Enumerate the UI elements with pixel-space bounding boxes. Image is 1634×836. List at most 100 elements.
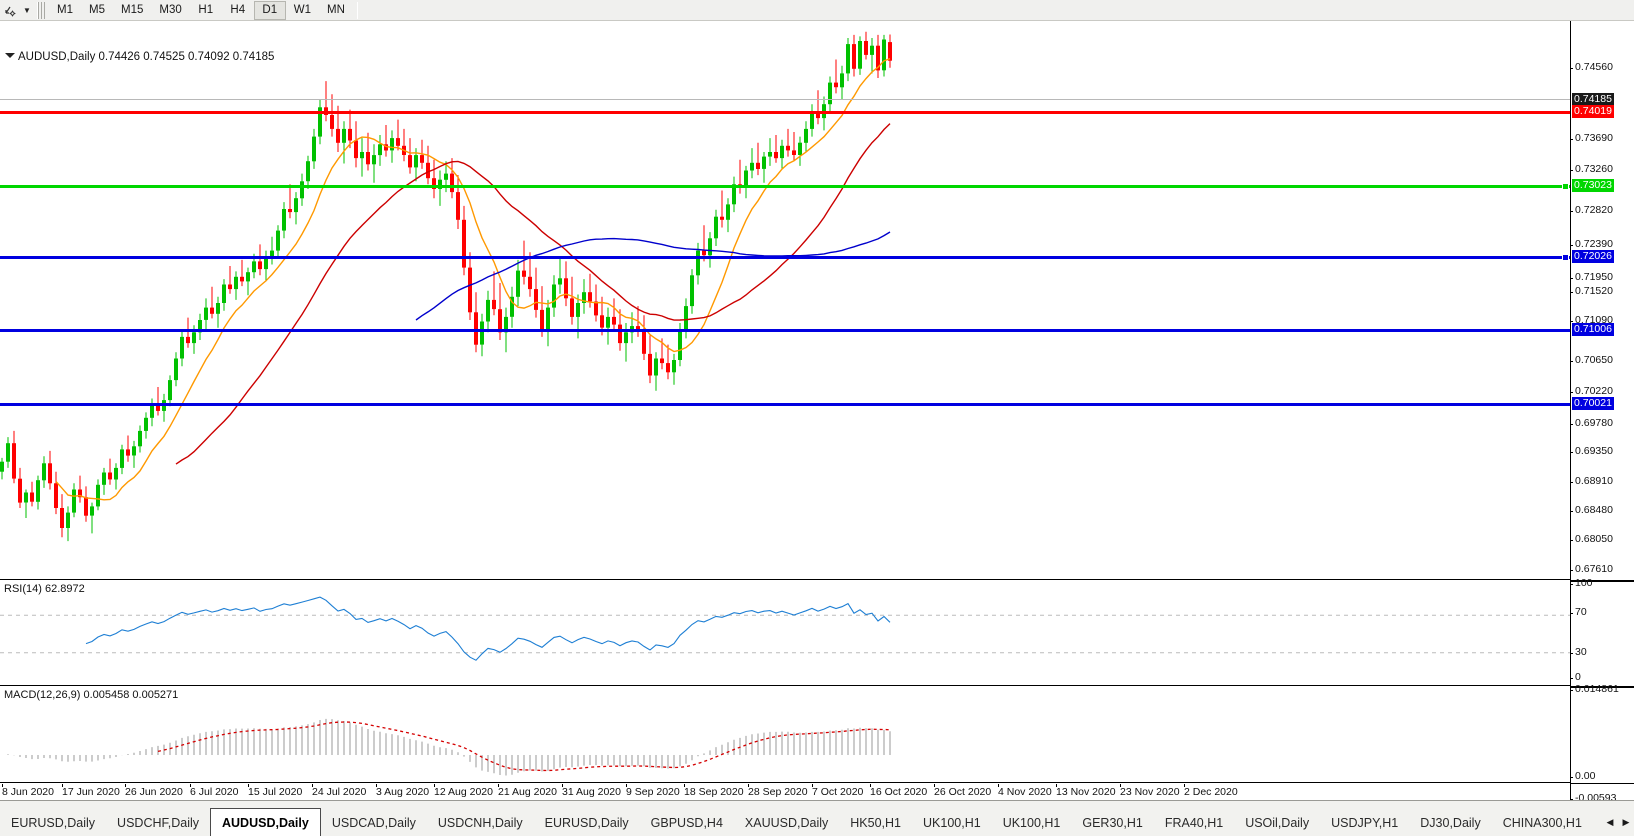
- chart-tab-usoil-daily[interactable]: USOil,Daily: [1245, 816, 1310, 830]
- rsi-plot: [0, 596, 1570, 661]
- time-tick: [190, 784, 191, 787]
- time-tick-label: 4 Nov 2020: [998, 786, 1052, 798]
- chevron-down-icon[interactable]: ▼: [23, 5, 31, 15]
- time-tick: [62, 784, 63, 787]
- chart-tab-usoil-h[interactable]: USOil,H: [1593, 809, 1602, 836]
- price-tag[interactable]: 0.74019: [1572, 105, 1614, 118]
- timeframe-w1[interactable]: W1: [293, 4, 311, 16]
- top-toolbar: ▼ M1 M5 M15 M30 H1 H4 D1 W1 MN: [0, 0, 1634, 21]
- price-tag[interactable]: 0.73023: [1572, 179, 1614, 192]
- price-tick-label: 0.71520: [1575, 285, 1613, 297]
- crosshair-cursor-icon[interactable]: [0, 1, 20, 20]
- timeframe-h4[interactable]: H4: [230, 4, 246, 16]
- chart-tab-uk100-h1[interactable]: UK100,H1: [923, 816, 981, 830]
- price-tag[interactable]: 0.71006: [1572, 323, 1614, 336]
- price-tag[interactable]: 0.70021: [1572, 397, 1614, 410]
- chart-tab-usdjpy-h1[interactable]: USDJPY,H1: [1331, 816, 1399, 830]
- level-handle-support-blue-1[interactable]: [1562, 254, 1569, 261]
- timeframe-buttons: M1 M5 M15 M30 H1 H4 D1 W1 MN: [49, 0, 353, 21]
- timeframe-m15[interactable]: M15: [121, 4, 144, 16]
- time-tick-label: 8 Jun 2020: [2, 786, 54, 798]
- chart-area[interactable]: AUDUSD,Daily 0.74426 0.74525 0.74092 0.7…: [0, 21, 1634, 804]
- chart-tab-gbpusd-h4[interactable]: GBPUSD,H4: [650, 816, 723, 830]
- chart-tab-audusd-daily[interactable]: AUDUSD,Daily: [210, 808, 321, 836]
- timeframe-mn[interactable]: MN: [327, 4, 345, 16]
- scale-separator: [1571, 581, 1634, 582]
- level-line-support-green[interactable]: [0, 185, 1570, 188]
- level-line-current-price[interactable]: [0, 99, 1570, 100]
- macd-plot: [7, 718, 891, 776]
- price-tick-label: 0.67610: [1575, 563, 1613, 575]
- timeframe-m1[interactable]: M1: [57, 4, 73, 16]
- price-tick-label: 0.73690: [1575, 132, 1613, 144]
- level-handle-support-green[interactable]: [1562, 183, 1569, 190]
- toolbar-divider: [356, 1, 358, 19]
- chart-tab-china300-h1[interactable]: CHINA300,H1: [1502, 816, 1582, 830]
- time-tick: [870, 784, 871, 787]
- time-tick: [498, 784, 499, 787]
- price-tick-label: 0.70220: [1575, 385, 1613, 397]
- time-tick: [562, 784, 563, 787]
- price-tag[interactable]: 0.72026: [1572, 250, 1614, 263]
- rsi-pane[interactable]: RSI(14) 62.8972: [0, 582, 1570, 686]
- price-axis-scale[interactable]: 0.74560 0.73690 0.73260 0.72820 0.72390 …: [1570, 21, 1634, 804]
- rsi-tick-label: 0: [1575, 671, 1581, 683]
- time-tick-label: 31 Aug 2020: [562, 786, 621, 798]
- symbol-ohlc-label: AUDUSD,Daily 0.74426 0.74525 0.74092 0.7…: [18, 51, 275, 63]
- price-tick-label: 0.72820: [1575, 204, 1613, 216]
- timeframe-m5[interactable]: M5: [89, 4, 105, 16]
- time-tick: [312, 784, 313, 787]
- time-tick: [376, 784, 377, 787]
- chart-tabs: EURUSD,Daily USDCHF,Daily AUDUSD,Daily USDC…: [0, 800, 1602, 836]
- level-line-support-blue-3[interactable]: [0, 403, 1570, 406]
- rsi-tick-label: 100: [1575, 577, 1593, 589]
- time-tick: [684, 784, 685, 787]
- time-axis: 8 Jun 2020 17 Jun 2020 26 Jun 2020 6 Jul 20…: [0, 784, 1570, 800]
- timeframe-h1[interactable]: H1: [198, 4, 214, 16]
- chart-tab-eurusd-daily[interactable]: EURUSD,Daily: [544, 816, 629, 830]
- price-tick-label: 0.68050: [1575, 533, 1613, 545]
- time-tick: [1056, 784, 1057, 787]
- level-line-support-blue-1[interactable]: [0, 256, 1570, 259]
- chart-tab-usdchf-daily[interactable]: USDCHF,Daily: [117, 816, 199, 830]
- time-tick-label: 13 Nov 2020: [1056, 786, 1116, 798]
- price-tick-label: 0.74560: [1575, 61, 1613, 73]
- drag-grip-icon[interactable]: [37, 1, 46, 19]
- chart-tab-uk100-h1[interactable]: UK100,H1: [1002, 816, 1061, 830]
- time-tick: [1120, 784, 1121, 787]
- chart-tab-eurusd-daily[interactable]: EURUSD,Daily: [11, 816, 96, 830]
- time-tick-label: 24 Jul 2020: [312, 786, 367, 798]
- chart-tab-xauusd-daily[interactable]: XAUUSD,Daily: [744, 816, 829, 830]
- timeframe-m30[interactable]: M30: [159, 4, 182, 16]
- timeframe-d1[interactable]: D1: [253, 0, 286, 20]
- rsi-label: RSI(14) 62.8972: [4, 583, 85, 595]
- chart-tab-dj30-daily[interactable]: DJ30,Daily: [1420, 816, 1481, 830]
- macd-pane[interactable]: MACD(12,26,9) 0.005458 0.005271: [0, 688, 1570, 783]
- time-tick-label: 17 Jun 2020: [62, 786, 120, 798]
- level-line-support-blue-2[interactable]: [0, 329, 1570, 332]
- chart-tab-fra40-h1[interactable]: FRA40,H1: [1164, 816, 1224, 830]
- candlestick-plot: [0, 31, 892, 542]
- chevron-right-icon[interactable]: ▶: [1622, 817, 1630, 827]
- chart-tab-usdcnh-daily[interactable]: USDCNH,Daily: [437, 816, 523, 830]
- chart-tab-ger30-h1[interactable]: GER30,H1: [1082, 816, 1143, 830]
- time-tick: [748, 784, 749, 787]
- time-tick-label: 21 Aug 2020: [498, 786, 557, 798]
- triangle-down-icon[interactable]: [5, 53, 15, 58]
- time-tick-label: 23 Nov 2020: [1120, 786, 1180, 798]
- scale-separator: [1571, 580, 1634, 581]
- time-tick: [248, 784, 249, 787]
- chart-tab-bar: EURUSD,Daily USDCHF,Daily AUDUSD,Daily USDC…: [0, 800, 1634, 836]
- chevron-left-icon[interactable]: ◀: [1606, 817, 1614, 827]
- scale-separator: [1571, 687, 1634, 688]
- chart-tab-hk50-h1[interactable]: HK50,H1: [850, 816, 901, 830]
- chart-tab-usdcad-daily[interactable]: USDCAD,Daily: [331, 816, 416, 830]
- time-tick-label: 3 Aug 2020: [376, 786, 430, 798]
- time-tick-label: 18 Sep 2020: [684, 786, 744, 798]
- time-tick-label: 9 Sep 2020: [626, 786, 680, 798]
- rsi-tick-label: 70: [1575, 606, 1587, 618]
- price-pane[interactable]: [0, 21, 1570, 580]
- price-tag[interactable]: 0.74185: [1572, 93, 1614, 106]
- level-line-resistance-red[interactable]: [0, 111, 1570, 114]
